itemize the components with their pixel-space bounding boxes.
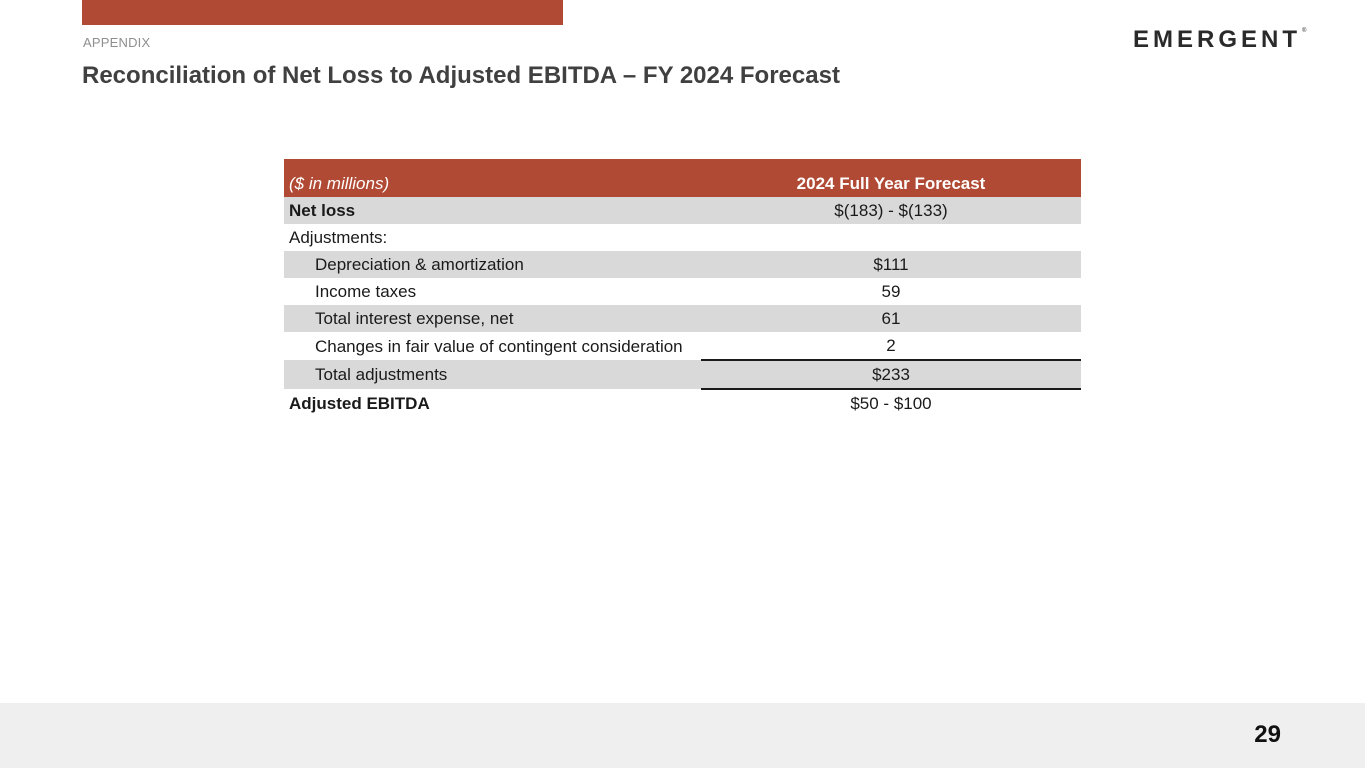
row-label: Adjustments: bbox=[289, 228, 388, 247]
row-label: Income taxes bbox=[315, 282, 417, 301]
row-value: $(183) - $(133) bbox=[834, 201, 948, 220]
row-label: Net loss bbox=[289, 201, 356, 220]
reconciliation-table: ($ in millions) 2024 Full Year Forecast … bbox=[284, 159, 1081, 417]
row-value: $50 - $100 bbox=[850, 394, 932, 413]
row-value: 2 bbox=[886, 336, 896, 355]
table-row-net-loss: Net loss $(183) - $(133) bbox=[284, 197, 1081, 224]
footer-bar: 29 bbox=[0, 703, 1365, 768]
table-row-adjusted-ebitda: Adjusted EBITDA $50 - $100 bbox=[284, 389, 1081, 417]
logo-trademark: ® bbox=[1302, 28, 1307, 34]
row-value bbox=[701, 224, 1081, 251]
page-title: Reconciliation of Net Loss to Adjusted E… bbox=[82, 62, 840, 89]
forecast-header: 2024 Full Year Forecast bbox=[796, 174, 986, 193]
table-row-adjustments: Adjustments: bbox=[284, 224, 1081, 251]
row-label: Changes in fair value of contingent cons… bbox=[315, 336, 683, 356]
row-value: $111 bbox=[873, 255, 909, 274]
row-value: $233 bbox=[701, 359, 1081, 390]
table-header-row: ($ in millions) 2024 Full Year Forecast bbox=[284, 159, 1081, 197]
table-row-interest: Total interest expense, net 61 bbox=[284, 305, 1081, 332]
row-label: Adjusted EBITDA bbox=[289, 393, 430, 413]
units-header: ($ in millions) bbox=[289, 174, 390, 193]
row-value: 61 bbox=[881, 309, 901, 328]
section-label: APPENDIX bbox=[83, 35, 151, 50]
logo-text: EMERGENT bbox=[1133, 26, 1302, 53]
table-row-depreciation: Depreciation & amortization $111 bbox=[284, 251, 1081, 278]
row-value: 59 bbox=[881, 282, 901, 301]
row-label: Depreciation & amortization bbox=[315, 255, 524, 274]
table-row-income-taxes: Income taxes 59 bbox=[284, 278, 1081, 305]
table-row-total-adjustments: Total adjustments $233 bbox=[284, 359, 1081, 390]
emergent-logo: EMERGENT ® bbox=[1133, 27, 1306, 53]
table-row-fair-value: Changes in fair value of contingent cons… bbox=[284, 332, 1081, 360]
row-label: Total interest expense, net bbox=[315, 309, 514, 328]
page-number: 29 bbox=[1254, 721, 1281, 748]
row-label: Total adjustments bbox=[315, 365, 448, 384]
accent-bar bbox=[82, 0, 563, 25]
